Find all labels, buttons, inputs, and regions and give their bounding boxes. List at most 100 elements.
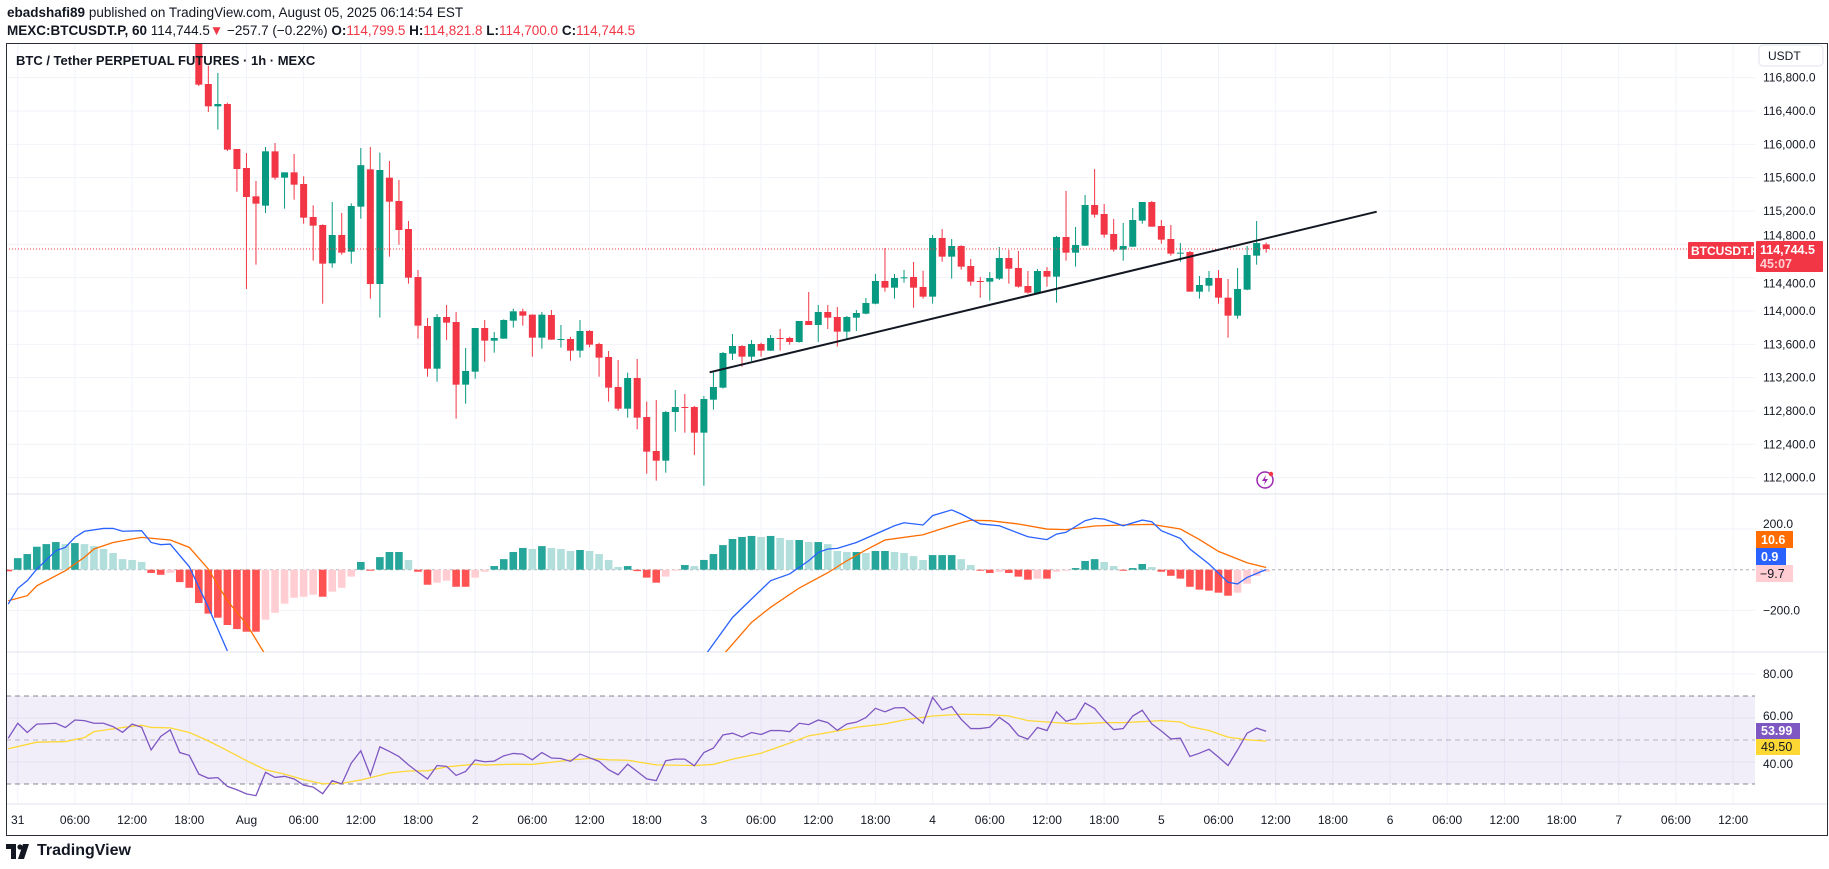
- currency-button[interactable]: USDT: [1758, 44, 1824, 67]
- price-axis-label: 116,800.0: [1763, 71, 1816, 85]
- signal-value: 10.6: [1761, 533, 1785, 547]
- candle: [919, 270, 927, 299]
- candle-body: [1138, 202, 1146, 221]
- macd-histogram-bar: [1024, 569, 1032, 580]
- candle: [1053, 236, 1060, 303]
- macd-histogram-bar: [423, 569, 432, 585]
- macd-histogram-bar: [995, 569, 1004, 572]
- macd-histogram-bar: [233, 569, 241, 630]
- candle-body: [252, 196, 260, 204]
- macd-value-labels: 10.6 0.9 −9.7: [1756, 531, 1793, 582]
- macd-histogram-bar: [671, 569, 680, 571]
- candle-body: [1243, 255, 1251, 290]
- time-axis-label: 12:00: [575, 813, 605, 827]
- candle: [1243, 246, 1251, 291]
- price-axis-label: 114,400.0: [1763, 277, 1816, 291]
- candle-body: [1072, 245, 1080, 253]
- macd-pane[interactable]: [4, 509, 1270, 657]
- candle-body: [814, 312, 822, 325]
- price-axis-label: 112,000.0: [1763, 471, 1816, 485]
- candle: [385, 161, 393, 257]
- macd-axis-label: −200.0: [1763, 603, 1800, 617]
- candle-body: [1157, 226, 1165, 240]
- price-axis-label: 116,000.0: [1763, 137, 1816, 151]
- symbol-name: MEXC:BTCUSDT.P, 60: [7, 23, 148, 38]
- rsi-value-labels: 53.99 49.50: [1756, 723, 1800, 755]
- candle-body: [871, 281, 879, 304]
- candle-body: [300, 184, 308, 218]
- macd-histogram-bar: [442, 569, 451, 581]
- candle-body: [948, 246, 956, 257]
- macd-histogram-bar: [71, 543, 79, 570]
- macd-histogram-bar: [1148, 567, 1156, 570]
- candle: [910, 262, 918, 308]
- candle: [948, 239, 956, 279]
- macd-histogram-bar: [1205, 569, 1213, 591]
- author-name[interactable]: ebadshafi89: [7, 5, 86, 20]
- macd-axis-label: 200.0: [1763, 517, 1793, 531]
- candle-body: [338, 235, 346, 253]
- candle-body: [976, 281, 984, 282]
- candle: [728, 334, 736, 360]
- candle-body: [900, 277, 908, 279]
- tradingview-logo[interactable]: TradingView: [6, 842, 131, 860]
- candle-body: [357, 165, 365, 207]
- macd-histogram-bar: [909, 556, 918, 570]
- candle-body: [242, 168, 250, 197]
- candle: [242, 153, 250, 289]
- rsi-pane[interactable]: [7, 695, 1267, 797]
- candle-body: [957, 246, 965, 267]
- candle-body: [890, 278, 898, 288]
- price-change: −257.7 (−0.22%): [227, 23, 328, 38]
- candle-body: [528, 314, 536, 338]
- macd-histogram-bar: [1176, 569, 1185, 579]
- time-axis-label: 18:00: [1318, 813, 1348, 827]
- close-label: C:: [561, 23, 577, 38]
- open-value: 114,799.5: [346, 23, 406, 38]
- macd-histogram-bar: [614, 567, 622, 570]
- macd-histogram-bar: [833, 550, 842, 570]
- candle-body: [424, 326, 432, 369]
- candle: [900, 270, 908, 283]
- macd-histogram-bar: [900, 553, 908, 570]
- macd-histogram-bar: [509, 552, 518, 570]
- macd-histogram-bar: [976, 569, 985, 571]
- candle-body: [1253, 243, 1261, 256]
- candle: [1186, 251, 1194, 292]
- candle: [481, 320, 489, 362]
- time-axis-label: 18:00: [632, 813, 662, 827]
- candle-body: [919, 287, 927, 297]
- macd-histogram-bar: [1262, 569, 1270, 572]
- macd-histogram-bar: [118, 559, 127, 570]
- candle: [557, 325, 565, 348]
- price-pane[interactable]: [6, 28, 1688, 486]
- macd-histogram-bar: [99, 548, 108, 570]
- macd-histogram-bar: [1109, 566, 1118, 570]
- time-axis-label: 3: [701, 813, 708, 827]
- candle-body: [995, 258, 1003, 279]
- alert-lightning-icon[interactable]: [1256, 471, 1274, 489]
- macd-histogram-bar: [747, 535, 756, 570]
- candle-body: [195, 43, 203, 85]
- macd-histogram-bar: [661, 569, 670, 577]
- macd-value: 0.9: [1761, 550, 1778, 564]
- candle: [262, 147, 270, 213]
- time-axis-label: 06:00: [975, 813, 1005, 827]
- candle: [1005, 250, 1013, 284]
- candle: [528, 314, 536, 357]
- candle-body: [509, 311, 517, 321]
- macd-histogram-bar: [804, 542, 813, 570]
- macd-line: [7, 527, 228, 652]
- candle-body: [281, 172, 289, 178]
- candle-body: [271, 151, 279, 178]
- candle: [1253, 221, 1261, 265]
- candle: [195, 43, 203, 86]
- time-axis-label: 31: [11, 813, 25, 827]
- trendline[interactable]: [709, 210, 1377, 374]
- candle-body: [824, 312, 832, 318]
- candle: [671, 390, 679, 432]
- time-axis-label: 5: [1158, 813, 1165, 827]
- time-axis-label: 18:00: [1547, 813, 1577, 827]
- macd-histogram-bar: [452, 569, 460, 587]
